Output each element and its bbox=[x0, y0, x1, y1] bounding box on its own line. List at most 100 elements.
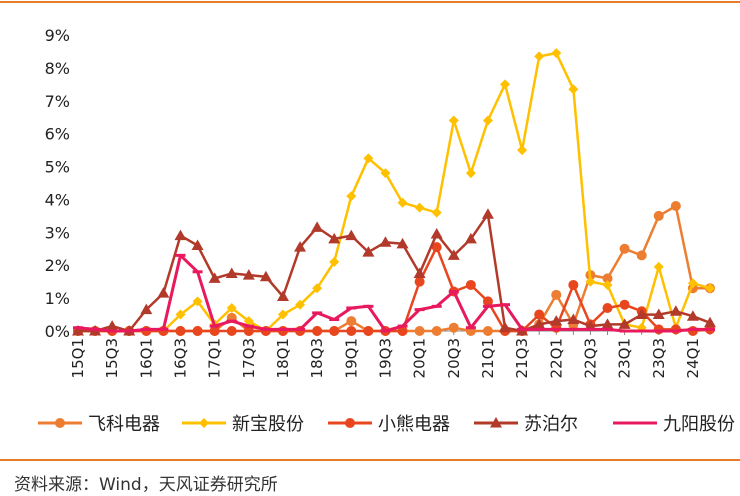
y-tick-label: 6% bbox=[45, 125, 70, 144]
data-point bbox=[414, 202, 425, 213]
data-point bbox=[225, 267, 238, 278]
x-tick-label: 18Q3 bbox=[308, 338, 326, 378]
y-tick-label: 8% bbox=[45, 59, 70, 78]
data-point bbox=[276, 290, 289, 301]
data-point bbox=[106, 320, 119, 331]
x-tick-label: 21Q1 bbox=[479, 338, 497, 378]
data-point bbox=[448, 115, 459, 126]
x-tick-label: 16Q1 bbox=[137, 338, 155, 378]
x-tick-label: 19Q3 bbox=[376, 338, 394, 378]
data-point bbox=[465, 279, 476, 290]
x-tick-label: 23Q3 bbox=[650, 338, 668, 378]
data-point bbox=[329, 326, 340, 336]
data-point bbox=[175, 309, 186, 320]
x-tick-label: 15Q3 bbox=[103, 338, 121, 378]
data-point bbox=[294, 241, 307, 252]
data-point bbox=[602, 302, 613, 313]
y-tick-label: 9% bbox=[45, 26, 70, 45]
legend-item: 新宝股份 bbox=[182, 414, 304, 435]
data-point bbox=[534, 51, 545, 62]
data-point bbox=[243, 316, 254, 327]
data-point bbox=[346, 326, 357, 336]
data-point bbox=[277, 326, 288, 336]
data-point bbox=[312, 283, 323, 294]
x-tick-label: 16Q3 bbox=[171, 338, 189, 378]
x-tick-label: 22Q1 bbox=[547, 338, 565, 378]
data-point bbox=[413, 267, 426, 278]
data-point bbox=[192, 326, 203, 336]
x-axis-labels: 15Q1 15Q3 16Q1 16Q3 17Q1 17Q3 18Q1 18Q3 19Q1 19Q3… bbox=[69, 338, 702, 378]
data-point bbox=[602, 273, 613, 284]
legend-item: 飞科电器 bbox=[38, 414, 160, 435]
data-point bbox=[209, 326, 220, 336]
legend-label: 新宝股份 bbox=[232, 414, 304, 435]
series-4 bbox=[72, 208, 716, 336]
x-tick-label: 24Q1 bbox=[684, 338, 702, 378]
x-tick-label: 20Q3 bbox=[445, 338, 463, 378]
data-point bbox=[705, 283, 715, 294]
data-point bbox=[329, 256, 340, 267]
y-tick-label: 4% bbox=[45, 190, 70, 209]
legend-label: 苏泊尔 bbox=[524, 414, 578, 435]
x-tick-label: 23Q1 bbox=[616, 338, 634, 378]
data-point bbox=[311, 221, 324, 232]
data-point bbox=[500, 79, 511, 90]
legend-item: 苏泊尔 bbox=[474, 414, 578, 435]
data-point bbox=[618, 318, 631, 329]
legend-item: 小熊电器 bbox=[328, 414, 450, 435]
data-point bbox=[431, 326, 442, 336]
legend-label: 小熊电器 bbox=[378, 414, 450, 435]
data-point bbox=[259, 270, 272, 282]
source-note: 资料来源：Wind，天风证券研究所 bbox=[14, 475, 278, 495]
data-point bbox=[568, 84, 579, 95]
data-point bbox=[226, 326, 237, 336]
data-point bbox=[619, 299, 630, 310]
data-point bbox=[585, 276, 596, 287]
data-point bbox=[517, 145, 528, 156]
data-point bbox=[686, 310, 699, 321]
data-point bbox=[499, 321, 512, 333]
data-point bbox=[636, 250, 647, 261]
data-point bbox=[295, 299, 306, 310]
series-group bbox=[72, 48, 716, 336]
x-tick-label: 17Q1 bbox=[206, 338, 224, 378]
data-point bbox=[687, 278, 698, 289]
data-point bbox=[346, 316, 357, 327]
data-point bbox=[431, 242, 442, 253]
data-point bbox=[465, 168, 476, 179]
data-point bbox=[669, 305, 682, 316]
data-point bbox=[481, 208, 494, 219]
data-point bbox=[192, 296, 203, 307]
y-tick-label: 1% bbox=[45, 289, 70, 308]
line-chart: 0% 1% 2% 3% 4% 5% 6% 7% 8% 9% 15Q1 15Q3 16Q1 16Q3 17Q… bbox=[38, 26, 735, 435]
y-tick-label: 3% bbox=[45, 223, 70, 242]
data-point bbox=[482, 115, 493, 126]
data-point bbox=[601, 318, 614, 329]
legend: 飞科电器 新宝股份 小熊电器 苏泊尔 九阳股份 bbox=[38, 414, 735, 435]
x-tick-label: 15Q1 bbox=[69, 338, 87, 378]
data-point bbox=[328, 232, 341, 244]
data-point bbox=[277, 309, 288, 320]
data-point bbox=[482, 326, 493, 336]
y-tick-label: 0% bbox=[45, 322, 70, 341]
data-point bbox=[430, 227, 443, 239]
data-point bbox=[635, 308, 648, 320]
data-point bbox=[602, 279, 613, 290]
data-point bbox=[157, 287, 170, 298]
data-point bbox=[414, 326, 425, 336]
data-point bbox=[653, 324, 664, 335]
legend-marker bbox=[345, 418, 355, 428]
data-point bbox=[482, 296, 493, 307]
data-point bbox=[551, 289, 562, 300]
data-point bbox=[567, 313, 580, 324]
data-point bbox=[362, 246, 375, 257]
data-point bbox=[397, 326, 408, 336]
legend-label: 飞科电器 bbox=[88, 414, 160, 435]
data-point bbox=[653, 261, 664, 272]
legend-marker bbox=[55, 418, 65, 428]
data-point bbox=[652, 308, 665, 320]
data-point bbox=[363, 153, 374, 164]
data-point bbox=[312, 326, 323, 336]
series-2 bbox=[73, 48, 715, 336]
x-tick-label: 17Q3 bbox=[240, 338, 258, 378]
